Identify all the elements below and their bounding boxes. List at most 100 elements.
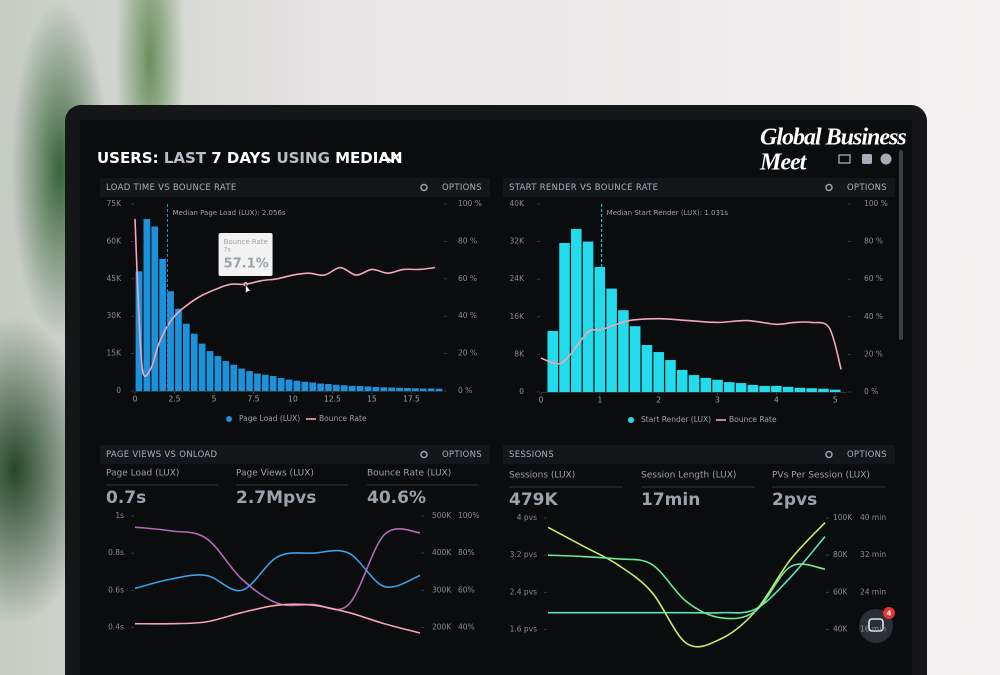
bar bbox=[435, 388, 443, 391]
y-tick-label: 45K bbox=[107, 274, 123, 283]
series-line bbox=[547, 522, 826, 648]
options-button[interactable]: OPTIONS bbox=[847, 450, 887, 460]
bar bbox=[806, 388, 817, 392]
y2-tick-label: 500K bbox=[432, 511, 452, 520]
y3-tick-label: 100% bbox=[458, 511, 479, 520]
bar bbox=[246, 371, 253, 391]
dropdown-chevron[interactable] bbox=[382, 153, 400, 163]
y-tick-label: 32K bbox=[510, 237, 526, 246]
y2-tick-label: 40 % bbox=[864, 312, 883, 321]
bar bbox=[606, 288, 617, 392]
panel-header bbox=[100, 178, 490, 197]
options-button[interactable]: OPTIONS bbox=[442, 183, 482, 193]
monitor-icon[interactable] bbox=[838, 154, 851, 164]
legend-label: Bounce Rate bbox=[729, 415, 777, 424]
bar bbox=[230, 364, 238, 391]
bar bbox=[190, 333, 198, 391]
median-label: Median Start Render (LUX): 1.031s bbox=[607, 209, 729, 217]
bar bbox=[198, 343, 206, 391]
y-tick-label: 60K bbox=[107, 236, 123, 245]
share-icon[interactable] bbox=[862, 154, 872, 164]
bar bbox=[571, 228, 582, 392]
series-line bbox=[547, 554, 826, 620]
panel: LOAD TIME VS BOUNCE RATE OPTIONS 0 15K 30K 45… bbox=[100, 178, 490, 423]
bar bbox=[712, 379, 723, 392]
help-icon[interactable] bbox=[880, 153, 892, 165]
y2-tick-label: 80K bbox=[833, 550, 849, 559]
bar bbox=[151, 226, 159, 391]
header-part: 7 DAYS bbox=[211, 149, 271, 167]
panel-title: LOAD TIME VS BOUNCE RATE bbox=[106, 183, 237, 193]
x-tick-label: 5 bbox=[833, 396, 838, 405]
x-tick-label: 12.5 bbox=[324, 395, 341, 404]
chat-button[interactable]: 4 bbox=[859, 607, 895, 643]
bar bbox=[238, 368, 245, 391]
plot-area bbox=[540, 228, 842, 392]
options-gear[interactable] bbox=[825, 183, 833, 192]
bar bbox=[301, 381, 309, 391]
bar bbox=[688, 375, 700, 392]
kpi-value: 2pvs bbox=[772, 490, 817, 510]
kpi-label: Session Length (LUX) bbox=[641, 471, 736, 481]
options-gear[interactable] bbox=[825, 450, 833, 459]
bar bbox=[653, 352, 664, 392]
bar bbox=[380, 387, 388, 391]
kpi-label: Page Views (LUX) bbox=[236, 469, 314, 479]
bar bbox=[829, 389, 841, 392]
x-tick-label: 1 bbox=[597, 396, 602, 405]
series-line bbox=[134, 549, 421, 592]
y2-tick-label: 100K bbox=[833, 513, 853, 522]
options-button[interactable]: OPTIONS bbox=[442, 450, 482, 460]
bar bbox=[747, 384, 759, 392]
chat-circle[interactable] bbox=[859, 609, 893, 643]
y2-tick-label: 0 % bbox=[458, 386, 472, 395]
legend-label: Bounce Rate bbox=[319, 414, 367, 423]
panel-title: SESSIONS bbox=[509, 450, 554, 460]
x-tick-label: 10 bbox=[288, 395, 298, 404]
y2-tick-label: 40 % bbox=[458, 311, 477, 320]
bar bbox=[277, 378, 285, 391]
bar bbox=[175, 308, 182, 391]
options-button[interactable]: OPTIONS bbox=[847, 183, 887, 193]
bar bbox=[412, 388, 419, 391]
scrollbar[interactable] bbox=[899, 150, 903, 340]
bar bbox=[724, 382, 735, 392]
bar bbox=[404, 388, 411, 391]
bar bbox=[794, 387, 806, 392]
options-gear[interactable] bbox=[420, 183, 428, 192]
options-gear[interactable] bbox=[420, 450, 428, 459]
header-title[interactable]: USERS: LAST 7 DAYS USING MEDIAN bbox=[97, 149, 403, 167]
bar bbox=[222, 361, 230, 391]
screen bbox=[80, 120, 912, 675]
y-tick-label: 2.4 pvs bbox=[510, 587, 538, 596]
header-part: USERS: bbox=[97, 149, 159, 167]
y-tick-label: 1.6 pvs bbox=[510, 624, 538, 633]
y2-tick-label: 80 % bbox=[458, 236, 477, 245]
bar bbox=[159, 258, 166, 391]
bar bbox=[782, 386, 794, 392]
tooltip-title: Bounce Rate bbox=[224, 238, 268, 246]
plot-area bbox=[134, 218, 443, 391]
kpi-value: 479K bbox=[509, 490, 558, 510]
x-tick-label: 15 bbox=[367, 395, 377, 404]
tooltip-value: 57.1% bbox=[224, 257, 269, 272]
bar bbox=[269, 376, 277, 391]
bar bbox=[419, 388, 427, 391]
bar bbox=[676, 369, 688, 392]
legend-dot bbox=[226, 416, 232, 422]
y-tick-label: 40K bbox=[510, 199, 526, 208]
y2-tick-label: 20 % bbox=[458, 349, 477, 358]
y-tick-label: 0.8s bbox=[108, 548, 124, 557]
y-tick-label: 30K bbox=[107, 311, 123, 320]
y2-tick-label: 80 % bbox=[864, 237, 883, 246]
y-tick-label: 8K bbox=[514, 349, 525, 358]
y2-tick-label: 400K bbox=[432, 548, 452, 557]
x-tick-label: 2.5 bbox=[169, 395, 181, 404]
panel: START RENDER VS BOUNCE RATE OPTIONS 0 8K 16K… bbox=[503, 178, 895, 424]
bar bbox=[167, 291, 174, 391]
y-tick-label: 15K bbox=[107, 349, 123, 358]
panel-header bbox=[503, 445, 895, 464]
bar bbox=[317, 383, 324, 391]
